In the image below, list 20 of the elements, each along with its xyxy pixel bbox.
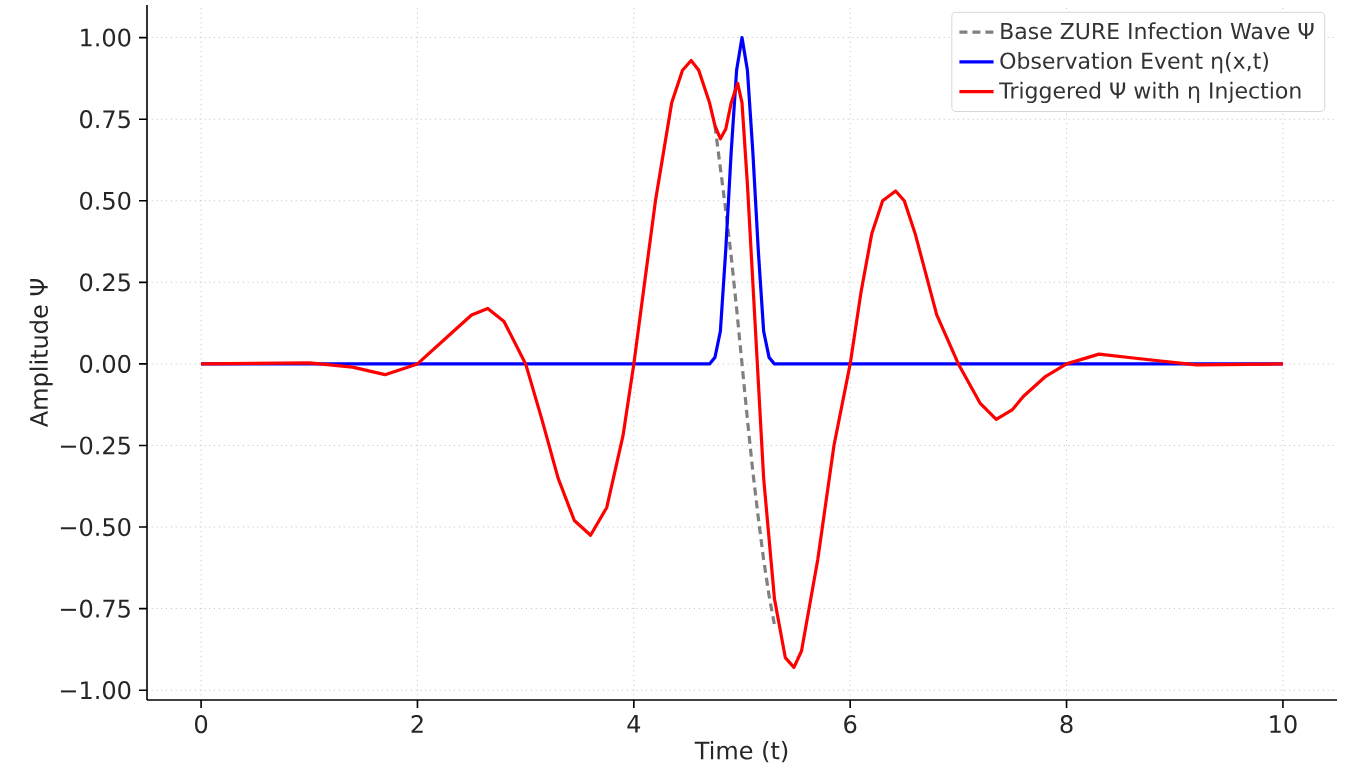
x-tick-label: 8 [1060, 715, 1073, 734]
x-tick-label: 6 [844, 715, 857, 734]
y-tick-label: 0.00 [80, 354, 131, 373]
legend-label: Observation Event η(x,t) [1000, 52, 1268, 74]
x-tick-label: 10 [1270, 715, 1297, 734]
x-axis-title: Time (t) [694, 740, 788, 763]
y-tick-label: 0.25 [80, 273, 130, 292]
x-tick-label: 2 [411, 715, 423, 733]
y-tick-label: −0.25 [60, 436, 130, 455]
legend-label: Triggered Ψ with η Injection [999, 81, 1301, 104]
y-tick-label: −0.50 [60, 517, 131, 537]
x-tick-label: 4 [627, 715, 641, 733]
y-tick-label: −1.00 [60, 681, 131, 700]
y-tick-label: 0.75 [80, 110, 130, 129]
legend-label: Base ZURE Infection Wave Ψ [1001, 22, 1314, 40]
x-tick-label: 0 [195, 715, 208, 734]
y-tick-label: 0.50 [80, 191, 131, 210]
y-axis-title: Amplitude Ψ [29, 279, 53, 428]
y-tick-label: 1.00 [81, 28, 131, 47]
y-tick-label: −0.75 [60, 599, 130, 618]
